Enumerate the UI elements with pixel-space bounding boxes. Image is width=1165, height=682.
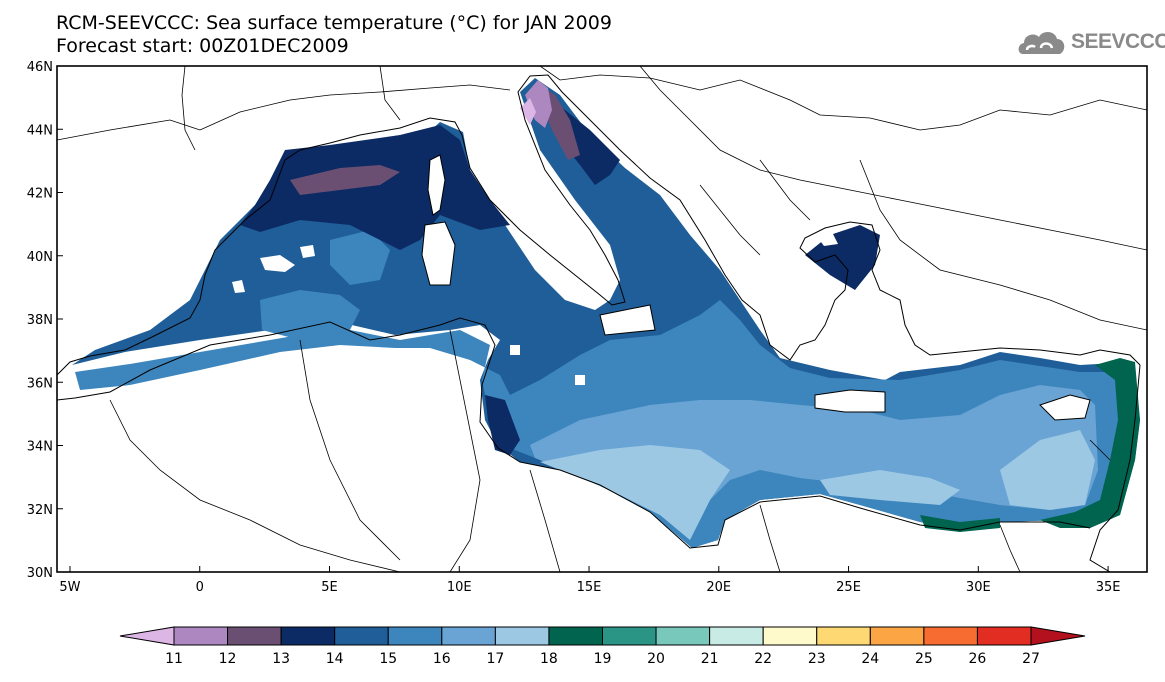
colorbar-swatch	[441, 626, 496, 646]
colorbar-level-label: 14	[325, 651, 344, 667]
colorbar-swatch	[494, 626, 550, 646]
colorbar-level-label: 27	[1022, 651, 1040, 667]
colorbar-level-label: 22	[754, 651, 773, 667]
colorbar-swatch	[816, 626, 871, 646]
colorbar-swatch	[227, 626, 282, 646]
x-tick-label: 20E	[706, 580, 731, 595]
x-tick-label: 15E	[577, 580, 602, 595]
colorbar-swatch	[334, 626, 389, 646]
x-axis: 5W 0 5E 10E 15E 20E 25E 30E 35E	[59, 566, 1120, 595]
colorbar-level-label: 24	[861, 651, 880, 667]
seevccc-logo: SEEVCCC	[1015, 24, 1165, 60]
sst-field	[72, 78, 1140, 548]
y-tick-label: 30N	[27, 566, 53, 581]
x-tick-label: 25E	[836, 580, 861, 595]
y-tick-label: 42N	[27, 187, 53, 202]
coastlines	[57, 74, 1141, 572]
x-tick-label: 30E	[966, 580, 991, 595]
y-tick-label: 40N	[27, 250, 53, 265]
y-tick-label: 38N	[27, 313, 53, 328]
colorbar-level-label: 21	[700, 651, 719, 667]
colorbar-level-label: 15	[379, 651, 398, 667]
colorbar-swatch	[923, 626, 978, 646]
colorbar-swatch	[655, 626, 711, 646]
y-axis: 30N 32N 34N 36N 38N 40N 42N 44N 46N	[27, 60, 63, 581]
colorbar-swatch	[387, 626, 443, 646]
colorbar-swatch	[976, 626, 1032, 646]
forecast-start-subtitle: Forecast start: 00Z01DEC2009	[56, 35, 349, 57]
colorbar-level-label: 17	[486, 651, 505, 667]
colorbar-level-label: 25	[914, 651, 933, 667]
colorbar-swatch	[602, 626, 657, 646]
y-tick-label: 34N	[27, 440, 53, 455]
cloud-icon	[1018, 31, 1065, 54]
colorbar-level-label: 16	[432, 651, 451, 667]
x-tick-label: 5W	[59, 580, 80, 595]
colorbar-swatch	[709, 626, 764, 646]
colorbar-level-label: 23	[807, 651, 826, 667]
y-tick-label: 36N	[27, 376, 53, 391]
colorbar-swatch	[762, 626, 818, 646]
x-tick-label: 10E	[447, 580, 472, 595]
colorbar-swatch	[173, 626, 229, 646]
colorbar-level-label: 26	[968, 651, 987, 667]
colorbar-overflow-triangle	[1030, 626, 1086, 646]
colorbar-level-label: 11	[165, 651, 183, 667]
colorbar-swatch	[869, 626, 925, 646]
x-tick-label: 5E	[321, 580, 338, 595]
colorbar-level-label: 12	[218, 651, 237, 667]
country-borders	[57, 66, 1147, 572]
colorbar-swatch	[280, 626, 336, 646]
y-tick-label: 32N	[27, 503, 53, 518]
colorbar-level-label: 19	[593, 651, 612, 667]
logo-text: SEEVCCC	[1071, 30, 1165, 53]
map-title: RCM-SEEVCCC: Sea surface temperature (°C…	[56, 12, 612, 34]
colorbar-level-label: 18	[540, 651, 558, 667]
colorbar-level-label: 13	[272, 651, 291, 667]
y-tick-label: 44N	[27, 123, 53, 138]
colorbar-underflow-triangle	[119, 626, 175, 646]
x-tick-label: 0	[196, 580, 204, 595]
colorbar	[119, 626, 1086, 646]
colorbar-level-label: 20	[647, 651, 665, 667]
colorbar-swatch	[548, 626, 603, 646]
x-tick-label: 35E	[1096, 580, 1121, 595]
y-tick-label: 46N	[27, 60, 53, 75]
